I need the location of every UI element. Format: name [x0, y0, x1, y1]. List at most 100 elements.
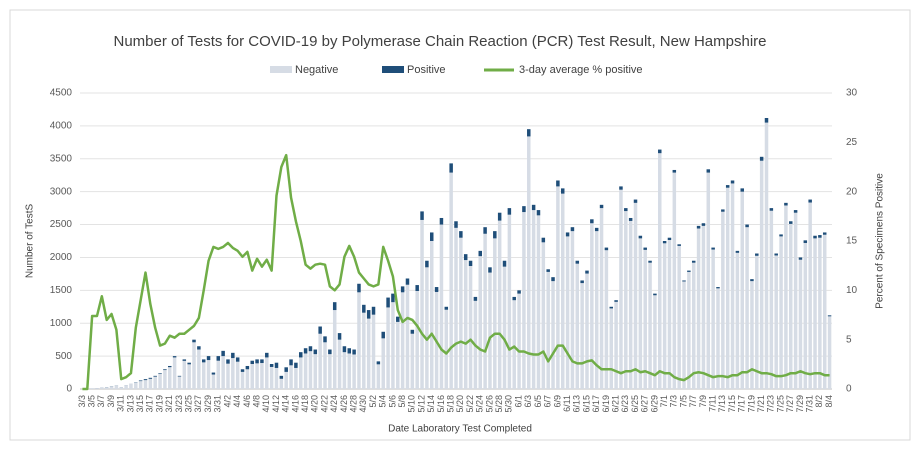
bar-segment — [677, 245, 681, 389]
x-tick-label: 3/5 — [87, 395, 97, 408]
bar-segment — [429, 232, 434, 241]
x-tick-label: 6/9 — [552, 395, 562, 408]
bar-segment — [793, 212, 798, 389]
bar-segment — [255, 359, 259, 364]
bar-segment — [405, 284, 410, 389]
bar-segment — [90, 388, 94, 389]
bar-segment — [594, 231, 599, 389]
bar-segment — [381, 331, 385, 339]
bar-segment — [303, 348, 308, 354]
x-tick-label: 5/20 — [455, 395, 465, 413]
bar-segment — [226, 359, 230, 364]
bar-segment — [755, 253, 759, 256]
bar-segment — [400, 286, 405, 293]
bar-segment — [570, 231, 575, 389]
bar-segment — [643, 249, 647, 389]
y-tick-label: 1000 — [50, 318, 73, 329]
x-tick-label: 3/23 — [174, 395, 184, 413]
bar-segment — [284, 367, 288, 372]
bar-segment — [226, 363, 230, 389]
bar-segment — [677, 244, 681, 246]
bar-segment — [187, 362, 191, 365]
bar-segment — [201, 362, 206, 389]
bar-segment — [560, 188, 565, 194]
bar-segment — [342, 352, 347, 389]
bar-segment — [143, 380, 148, 389]
bar-segment — [124, 385, 128, 389]
y-tick-label: 3500 — [50, 153, 73, 164]
bar-segment — [541, 242, 546, 389]
bar-segment — [483, 233, 487, 389]
bar-segment — [153, 376, 157, 389]
bar-segment — [784, 205, 788, 389]
x-tick-label: 6/3 — [523, 395, 533, 408]
bar-segment — [134, 382, 138, 389]
x-axis-title: Date Laboratory Test Completed — [388, 424, 532, 435]
bar-segment — [308, 346, 313, 352]
bar-segment — [711, 249, 715, 389]
bar-segment — [197, 346, 201, 350]
bar-segment — [575, 263, 580, 389]
bar-segment — [546, 269, 550, 272]
bar-segment — [425, 260, 429, 268]
bar-segment — [148, 377, 153, 379]
x-tick-label: 6/13 — [572, 395, 582, 413]
bar-segment — [633, 199, 638, 203]
x-tick-label: 7/25 — [775, 395, 785, 413]
bar-segment — [352, 354, 356, 389]
bar-segment — [594, 227, 599, 232]
bar-segment — [517, 293, 521, 389]
bar-segment — [439, 217, 444, 225]
x-tick-label: 7/9 — [698, 395, 708, 408]
x-tick-label: 6/27 — [640, 395, 650, 413]
bar-segment — [522, 212, 526, 389]
x-tick-label: 4/22 — [319, 395, 329, 413]
bar-segment — [803, 242, 808, 389]
bar-segment — [764, 117, 769, 123]
y2-tick-label: 30 — [846, 88, 858, 99]
bar-segment — [502, 260, 507, 267]
y2-tick-label: 5 — [846, 334, 852, 345]
x-tick-label: 4/24 — [329, 395, 339, 413]
bar-segment — [590, 219, 594, 224]
x-tick-label: 6/23 — [620, 395, 630, 413]
x-tick-label: 7/27 — [785, 395, 795, 413]
bar-segment — [822, 234, 827, 389]
x-tick-label: 3/13 — [125, 395, 135, 413]
bar-segment — [468, 265, 473, 389]
bar-segment — [502, 266, 507, 389]
bar-segment — [701, 223, 706, 226]
bar-segment — [463, 260, 468, 389]
y2-tick-label: 25 — [846, 137, 858, 148]
y-tick-label: 1500 — [50, 285, 73, 296]
bar-segment — [337, 333, 342, 340]
y2-tick-label: 0 — [846, 384, 852, 395]
x-tick-label: 5/2 — [368, 395, 378, 408]
x-tick-label: 5/22 — [465, 395, 475, 413]
bar-segment — [798, 259, 803, 389]
bar-segment — [347, 353, 352, 389]
bar-segment — [260, 359, 264, 364]
bar-segment — [313, 354, 318, 389]
y-axis-title: Number of TestS — [25, 204, 36, 279]
bar-segment — [444, 309, 449, 389]
bar-segment — [410, 329, 415, 334]
bar-segment — [177, 376, 182, 389]
bar-segment — [565, 236, 570, 389]
x-tick-label: 7/31 — [805, 395, 815, 413]
bar-segment — [138, 380, 143, 382]
bar-segment — [468, 260, 473, 266]
bar-segment — [231, 358, 235, 389]
bar-segment — [303, 353, 308, 389]
x-tick-label: 5/16 — [436, 395, 446, 413]
bar-segment — [100, 387, 104, 389]
x-tick-label: 7/1 — [659, 395, 669, 408]
bar-segment — [410, 333, 415, 389]
bar-segment — [420, 211, 424, 220]
bar-segment — [711, 247, 715, 250]
bar-segment — [269, 364, 274, 367]
bar-segment — [328, 349, 332, 355]
y2-axis-title: Percent of Specimens Positive — [875, 173, 886, 309]
x-tick-label: 7/23 — [766, 395, 776, 413]
bar-segment — [599, 204, 604, 209]
